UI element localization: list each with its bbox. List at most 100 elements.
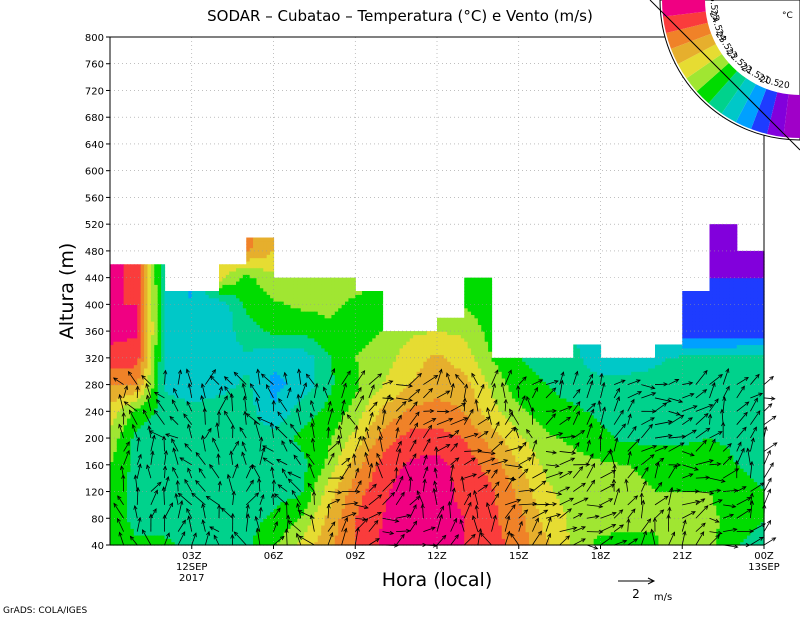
temperature-cell: [144, 491, 149, 496]
temperature-cell: [167, 488, 172, 493]
temperature-cell: [215, 397, 220, 402]
temperature-cell: [110, 334, 115, 339]
temperature-cell: [130, 294, 135, 299]
temperature-cell: [113, 531, 118, 536]
temperature-cell: [215, 331, 220, 336]
temperature-cell: [236, 401, 241, 406]
temperature-cell: [157, 521, 162, 526]
temperature-cell: [242, 418, 247, 422]
temperature-cell: [140, 307, 145, 312]
temperature-cell: [150, 521, 155, 526]
temperature-cell: [147, 501, 152, 506]
temperature-cell: [110, 364, 115, 369]
temperature-cell: [188, 524, 193, 529]
temperature-cell: [147, 414, 152, 419]
temperature-cell: [113, 337, 118, 342]
temperature-cell: [188, 411, 193, 416]
temperature-cell: [232, 431, 237, 436]
temperature-cell: [157, 518, 162, 523]
temperature-cell: [219, 377, 224, 382]
temperature-cell: [116, 304, 121, 309]
temperature-cell: [137, 511, 142, 516]
temperature-cell: [110, 304, 115, 309]
temperature-cell: [188, 441, 193, 446]
temperature-cell: [188, 297, 193, 302]
temperature-cell: [140, 431, 145, 436]
temperature-cell: [215, 418, 220, 422]
temperature-cell: [174, 317, 179, 322]
temperature-cell: [157, 304, 162, 309]
temperature-cell: [116, 404, 121, 409]
temperature-cell: [110, 341, 115, 346]
temperature-cell: [249, 524, 254, 529]
temperature-cell: [181, 321, 186, 326]
temperature-cell: [133, 514, 138, 519]
temperature-cell: [110, 541, 115, 546]
temperature-cell: [222, 441, 227, 446]
temperature-cell: [225, 468, 230, 473]
temperature-cell: [116, 381, 121, 386]
temperature-cell: [137, 504, 142, 509]
temperature-cell: [249, 508, 254, 513]
temperature-cell: [133, 438, 138, 442]
temperature-cell: [249, 374, 254, 379]
temperature-cell: [225, 448, 230, 453]
temperature-cell: [157, 274, 162, 279]
temperature-cell: [191, 334, 196, 339]
temperature-cell: [239, 528, 244, 533]
temperature-cell: [144, 438, 149, 442]
temperature-cell: [242, 294, 247, 299]
temperature-cell: [191, 528, 196, 533]
temperature-cell: [167, 538, 172, 543]
temperature-cell: [123, 304, 128, 309]
temperature-cell: [123, 267, 128, 272]
temperature-cell: [239, 294, 244, 299]
temperature-cell: [133, 511, 138, 516]
temperature-cell: [181, 407, 186, 412]
temperature-cell: [225, 514, 230, 519]
temperature-cell: [174, 434, 179, 439]
temperature-cell: [133, 357, 138, 362]
temperature-cell: [154, 381, 159, 386]
temperature-cell: [225, 484, 230, 489]
temperature-cell: [239, 311, 244, 315]
temperature-cell: [171, 471, 176, 476]
temperature-cell: [236, 387, 241, 392]
temperature-cell: [205, 504, 210, 509]
temperature-cell: [116, 374, 121, 379]
temperature-cell: [133, 481, 138, 486]
temperature-cell: [154, 451, 159, 456]
temperature-cell: [154, 528, 159, 533]
temperature-cell: [201, 478, 206, 483]
temperature-cell: [123, 454, 128, 459]
temperature-cell: [123, 357, 128, 362]
temperature-cell: [147, 431, 152, 436]
temperature-cell: [150, 397, 155, 402]
temperature-cell: [157, 524, 162, 529]
temperature-cell: [127, 391, 132, 396]
temperature-cell: [157, 337, 162, 342]
temperature-cell: [150, 424, 155, 429]
temperature-cell: [232, 428, 237, 432]
temperature-cell: [171, 488, 176, 493]
temperature-cell: [110, 484, 115, 489]
temperature-cell: [242, 404, 247, 409]
temperature-cell: [123, 301, 128, 305]
temperature-cell: [116, 474, 121, 479]
temperature-cell: [239, 508, 244, 513]
temperature-cell: [133, 361, 138, 366]
temperature-cell: [215, 387, 220, 392]
temperature-cell: [249, 294, 254, 299]
temperature-cell: [195, 464, 200, 469]
temperature-cell: [147, 291, 152, 295]
temperature-cell: [130, 411, 135, 416]
temperature-cell: [157, 364, 162, 369]
temperature-cell: [222, 424, 227, 429]
temperature-cell: [161, 304, 166, 309]
temperature-cell: [127, 518, 132, 523]
temperature-cell: [188, 381, 193, 386]
temperature-cell: [246, 324, 251, 329]
temperature-cell: [219, 494, 224, 499]
temperature-cell: [127, 377, 132, 382]
temperature-cell: [140, 294, 145, 299]
